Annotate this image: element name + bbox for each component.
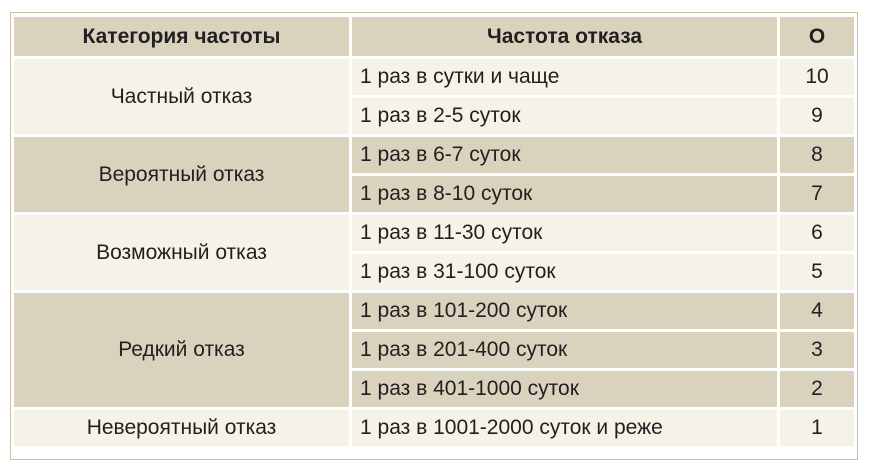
category-cell: Невероятный отказ: [14, 410, 352, 446]
frequency-cell: 1 раз в 2-5 суток: [352, 98, 780, 137]
category-cell: Частный отказ: [14, 59, 352, 137]
score-cell: 4: [780, 293, 854, 332]
score-cell: 8: [780, 137, 854, 176]
score-cell: 10: [780, 59, 854, 98]
score-cell: 5: [780, 254, 854, 293]
failure-frequency-table: Категория частоты Частота отказа О Частн…: [14, 17, 854, 446]
frequency-cell: 1 раз в 201-400 суток: [352, 332, 780, 371]
score-cell: 2: [780, 371, 854, 410]
score-cell: 7: [780, 176, 854, 215]
frequency-cell: 1 раз в 1001-2000 суток и реже: [352, 410, 780, 446]
frequency-cell: 1 раз в 6-7 суток: [352, 137, 780, 176]
table-body: Частный отказ 1 раз в сутки и чаще 10 1 …: [14, 59, 854, 446]
table-row: Редкий отказ 1 раз в 101-200 суток 4: [14, 293, 854, 410]
header-score: О: [780, 17, 854, 59]
table-row: Вероятный отказ 1 раз в 6-7 суток 8: [14, 137, 854, 215]
table-row: Частный отказ 1 раз в сутки и чаще 10: [14, 59, 854, 137]
frequency-cell: 1 раз в 31-100 суток: [352, 254, 780, 293]
score-cell: 9: [780, 98, 854, 137]
table-frame: Категория частоты Частота отказа О Частн…: [10, 12, 858, 460]
frequency-cell: 1 раз в 101-200 суток: [352, 293, 780, 332]
category-cell: Редкий отказ: [14, 293, 352, 410]
frequency-cell: 1 раз в сутки и чаще: [352, 59, 780, 98]
table-row: Невероятный отказ 1 раз в 1001-2000 суто…: [14, 410, 854, 446]
score-cell: 6: [780, 215, 854, 254]
score-cell: 3: [780, 332, 854, 371]
header-frequency: Частота отказа: [352, 17, 780, 59]
category-cell: Возможный отказ: [14, 215, 352, 293]
table-header-row: Категория частоты Частота отказа О: [14, 17, 854, 59]
header-category: Категория частоты: [14, 17, 352, 59]
category-cell: Вероятный отказ: [14, 137, 352, 215]
frequency-cell: 1 раз в 401-1000 суток: [352, 371, 780, 410]
frequency-cell: 1 раз в 11-30 суток: [352, 215, 780, 254]
table-row: Возможный отказ 1 раз в 11-30 суток 6: [14, 215, 854, 293]
score-cell: 1: [811, 416, 823, 439]
frequency-cell: 1 раз в 8-10 суток: [352, 176, 780, 215]
